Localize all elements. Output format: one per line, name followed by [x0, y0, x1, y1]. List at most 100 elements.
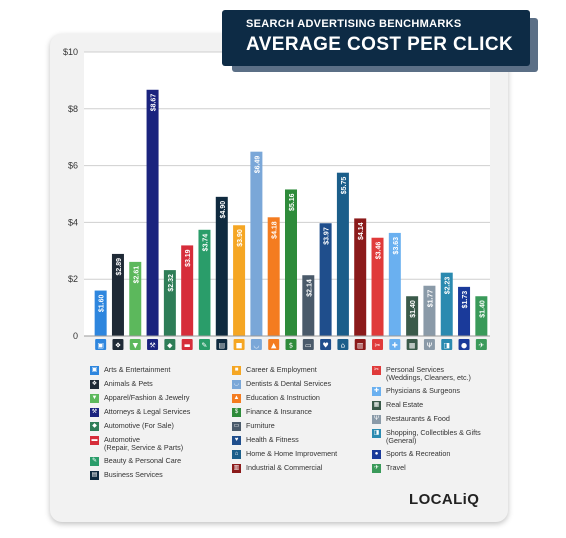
chart-subtitle: SEARCH ADVERTISING BENCHMARKS [246, 18, 462, 30]
bar [354, 218, 367, 336]
legend-item: ✚ Physicians & Surgeons [372, 387, 460, 396]
legend-label: Home & Home Improvement [246, 449, 338, 458]
cross-icon: ✚ [372, 387, 381, 396]
doc-icon: ▤ [90, 471, 99, 480]
y-tick-label: $10 [63, 47, 78, 57]
case-icon: ■ [232, 366, 241, 375]
ball-icon: ● [372, 450, 381, 459]
legend-item: ▭ Furniture [232, 422, 275, 431]
shirt-icon: ▼ [90, 394, 99, 403]
cap-icon: ▲ [232, 394, 241, 403]
heart-icon: ♥ [322, 342, 328, 350]
category-icon [320, 339, 332, 350]
bar [146, 89, 159, 336]
bar [111, 253, 124, 336]
legend-label: Career & Employment [246, 365, 317, 374]
legend-label: Physicians & Surgeons [386, 386, 460, 395]
category-icon [337, 339, 349, 350]
category-icon [354, 339, 366, 350]
bar-value-label: $5.16 [289, 193, 296, 211]
legend-label: Sports & Recreation [386, 449, 451, 458]
category-icon [129, 339, 141, 350]
legend-label: Attorneys & Legal Services [104, 407, 191, 416]
legend-label: Health & Fitness [246, 435, 299, 444]
legend-item: ◨ Shopping, Collectibles & Gifts (General) [372, 429, 481, 445]
ticket-icon: ▣ [97, 342, 104, 350]
legend-label: Education & Instruction [246, 393, 320, 402]
legend-item: ◡ Dentists & Dental Services [232, 380, 331, 389]
legend-label: Real Estate [386, 400, 424, 409]
category-icon [216, 339, 228, 350]
legend-label: Arts & Entertainment [104, 365, 171, 374]
house-icon: ⌂ [341, 342, 345, 350]
gavel-icon: ⚒ [90, 408, 99, 417]
category-icon [147, 339, 159, 350]
legend-label: Finance & Insurance [246, 407, 312, 416]
tooth-icon: ◡ [232, 380, 241, 389]
y-tick-label: 0 [73, 331, 78, 341]
legend-label: Animals & Pets [104, 379, 153, 388]
legend-item: ✈ Travel [372, 464, 406, 473]
bar [302, 275, 315, 336]
category-icon [406, 339, 418, 350]
bag-icon: ◨ [443, 342, 450, 350]
bar-value-label: $2.89 [116, 258, 123, 276]
bar-value-label: $2.23 [445, 277, 452, 295]
bar-value-label: $6.49 [254, 156, 261, 174]
category-icon [389, 339, 401, 350]
plane-icon: ✈ [372, 464, 381, 473]
bar-value-label: $1.73 [462, 291, 469, 309]
bar-value-label: $3.19 [185, 249, 192, 267]
bar [129, 261, 142, 336]
bar [215, 196, 228, 336]
case-icon: ■ [236, 342, 243, 350]
legend-item: ● Sports & Recreation [372, 450, 450, 459]
legend-label: Travel [386, 463, 406, 472]
legend-label: Furniture [246, 421, 275, 430]
bar-value-label: $3.90 [237, 229, 244, 247]
bar [458, 286, 471, 336]
bar [233, 225, 246, 336]
legend-item: ⌂ Home & Home Improvement [232, 450, 337, 459]
category-icon [441, 339, 453, 350]
plane-icon: ✈ [478, 342, 484, 350]
legend-item: ▬ Automotive (Repair, Service & Parts) [90, 436, 183, 452]
scissors-icon: ✂ [372, 366, 381, 375]
paw-icon: ❖ [115, 342, 121, 350]
doc-icon: ▤ [218, 342, 225, 350]
legend-item: ◆ Automotive (For Sale) [90, 422, 174, 431]
category-icon [181, 339, 193, 350]
category-icon [285, 339, 297, 350]
bar [181, 245, 194, 336]
bar [440, 272, 453, 336]
pen-icon: ✎ [202, 342, 208, 350]
legend-item: ■ Career & Employment [232, 366, 317, 375]
car-icon: ▬ [184, 342, 191, 350]
bar [163, 270, 176, 336]
bar-value-label: $1.77 [427, 290, 434, 308]
category-icon [458, 339, 470, 350]
bar-value-label: $4.18 [272, 221, 279, 239]
bar [406, 296, 419, 336]
category-icon [268, 339, 280, 350]
legend-item: ▥ Industrial & Commercial [232, 464, 322, 473]
bag-icon: ◨ [372, 429, 381, 438]
legend-item: ❖ Animals & Pets [90, 380, 153, 389]
bar [267, 217, 280, 336]
sofa-icon: ▭ [305, 342, 312, 350]
category-icon [112, 339, 124, 350]
shirt-icon: ▼ [133, 342, 139, 350]
cap-icon: ▲ [271, 342, 277, 350]
category-icon [423, 339, 435, 350]
legend-item: ▲ Education & Instruction [232, 394, 320, 403]
tag-icon: ◆ [167, 342, 173, 350]
legend-label: Industrial & Commercial [246, 463, 323, 472]
heart-icon: ♥ [232, 436, 241, 445]
bar-value-label: $2.32 [168, 274, 175, 292]
bar-value-label: $3.74 [202, 234, 209, 252]
category-icon [164, 339, 176, 350]
bar-value-label: $2.14 [306, 279, 313, 297]
y-tick-label: $2 [68, 274, 78, 284]
legend-label: Shopping, Collectibles & Gifts (General) [386, 428, 481, 445]
bar-value-label: $2.61 [133, 266, 140, 284]
